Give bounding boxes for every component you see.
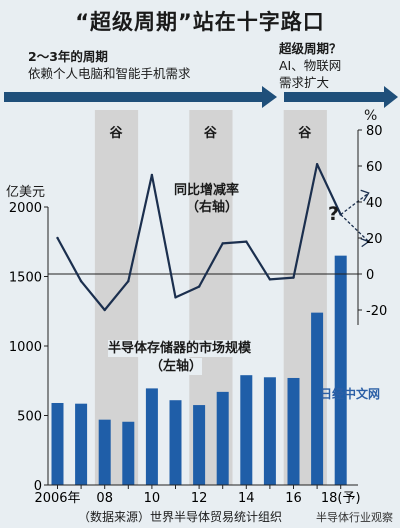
y-tick-label-right: -20 [366,304,387,319]
cycle-right-desc-line2: 需求扩大 [279,75,330,90]
y-tick-label-right: 60 [366,160,383,175]
y-tick-label-left: 1000 [9,340,42,355]
growth-rate-point [315,163,319,166]
growth-rate-point [174,296,177,299]
growth-rate-point [103,308,106,312]
growth-rate-point [292,276,295,279]
valley-label: 谷 [203,126,217,141]
bar-axis-note: （左轴） [150,358,203,375]
forecast-arrowhead-up [360,189,370,202]
valley-label: 谷 [109,126,123,141]
y-tick-label-left: 500 [17,410,42,425]
cycle-right-desc-line1: AI、物联网 [279,58,342,73]
growth-rate-point [245,240,248,243]
forecast-arrow-up [340,192,370,216]
y-tick-label-left: 0 [34,479,42,494]
forecast-question-mark: ? [328,203,340,225]
bar [263,377,276,485]
y-axis-left-label: 亿美元 [6,185,46,200]
cycle-right-title: 超级周期？ [279,41,342,56]
x-tick-label: 12 [191,491,208,506]
x-tick-label: 2006年 [34,491,80,506]
chart-title: “超级周期”站在十字路口 [75,10,325,34]
x-tick-label: 08 [96,491,113,506]
line-axis-note: （右轴） [186,200,239,215]
growth-rate-point [268,278,272,281]
y-tick-label-right: 40 [366,196,383,211]
y-tick-label-left: 2000 [9,201,42,216]
y-tick-label-right: 0 [366,268,374,283]
bar [240,375,253,485]
data-source-note: （数据来源）世界半导体贸易统计组织 [78,510,283,524]
x-tick-label: 10 [144,491,161,506]
bar [75,403,88,485]
x-tick-label: 18(予) [321,491,361,506]
bar [193,405,206,485]
x-tick-label: 16 [285,491,302,506]
y-tick-label-right: 20 [366,232,383,247]
y-tick-label-left: 1500 [9,271,42,286]
growth-rate-point [197,285,201,288]
bar [122,421,135,485]
growth-rate-point [56,236,59,240]
bar-series-label: 半导体存储器的市场规模 [108,340,252,357]
bar [311,312,324,485]
cycle-arrow-left [4,86,277,108]
line-series-label: 同比增减率 [174,183,240,198]
x-tick-label: 14 [238,491,255,506]
forecast-arrowhead-down [360,237,371,248]
growth-rate-point [127,280,130,283]
watermark-bottom: 半导体行业观察 [316,511,393,524]
cycle-left-desc: 依赖个人电脑和智能手机需求 [28,66,191,81]
forecast-arrow-down [340,214,370,243]
y-tick-label-right: 80 [366,124,383,139]
cycle-arrow-right [284,86,398,108]
bar [98,419,111,485]
bar [334,255,347,485]
watermark-nikkei: 日经中文网 [320,387,381,401]
growth-rate-point [79,280,83,283]
cycle-band [4,86,398,108]
bar [287,377,300,485]
bar [51,402,64,485]
growth-rate-point [221,242,224,245]
bar [145,388,158,485]
bar [169,400,182,485]
growth-rate-point [150,173,154,177]
y-axis-right-label: % [364,108,378,124]
bar [216,391,229,485]
valley-label: 谷 [298,126,312,141]
cycle-left-title: 2～3年的周期 [28,49,108,64]
